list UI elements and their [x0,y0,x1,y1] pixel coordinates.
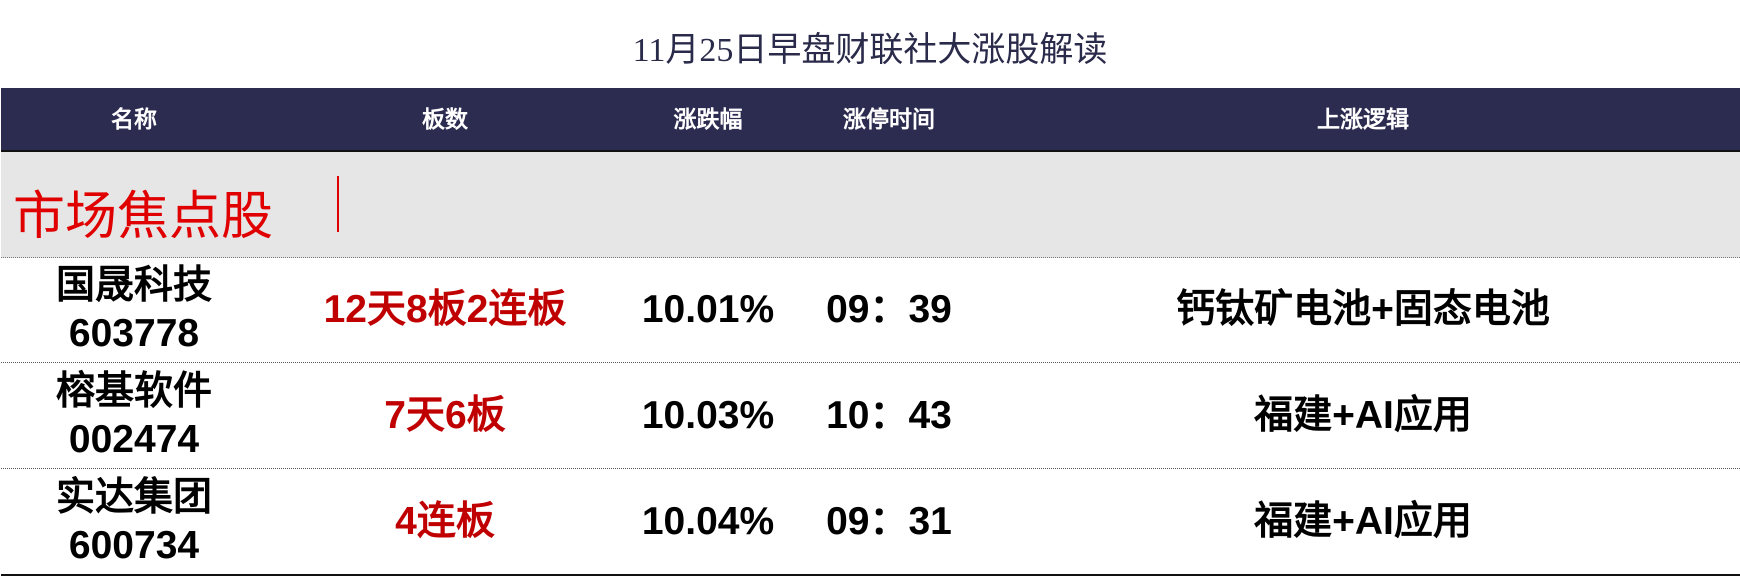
section-row: 市场焦点股 [1,152,1740,258]
column-header-limit-time: 涨停时间 [843,106,935,132]
boards-cell: 7天6板 [384,393,506,437]
column-header-logic: 上涨逻辑 [1317,106,1409,132]
change-cell: 10.04% [641,499,775,543]
change-cell: 10.03% [641,393,775,437]
section-divider [337,176,339,232]
logic-cell: 福建+AI应用 [1254,393,1472,437]
boards-cell: 12天8板2连板 [323,287,567,331]
stock-name-cell: 榕基软件 002474 [56,363,212,468]
stock-name-cell: 国晟科技 603778 [56,257,212,362]
limit-time-cell: 10：43 [826,393,952,437]
column-header-change: 涨跌幅 [673,106,743,132]
stock-name: 榕基软件 [55,369,213,413]
column-header-boards: 板数 [422,106,468,132]
column-header-name: 名称 [111,106,157,132]
table-header: 名称 板数 涨跌幅 涨停时间 上涨逻辑 [1,88,1740,152]
stock-name: 实达集团 [55,475,213,519]
stock-name: 国晟科技 [55,263,213,307]
limit-time-cell: 09：31 [826,499,952,543]
change-cell: 10.01% [641,287,775,331]
boards-cell: 4连板 [395,499,495,543]
table-row: 国晟科技 603778 12天8板2连板 10.01% 09：39 钙钛矿电池+… [1,257,1740,363]
section-title: 市场焦点股 [13,189,274,246]
stock-code: 600734 [68,523,200,567]
table-row: 榕基软件 002474 7天6板 10.03% 10：43 福建+AI应用 [1,363,1740,469]
logic-cell: 福建+AI应用 [1254,499,1472,543]
page-title: 11月25日早盘财联社大涨股解读 [632,32,1108,69]
table-row: 实达集团 600734 4连板 10.04% 09：31 福建+AI应用 [1,469,1740,576]
stock-code: 603778 [68,311,200,355]
logic-cell: 钙钛矿电池+固态电池 [1176,287,1550,331]
limit-time-cell: 09：39 [826,287,952,331]
stock-code: 002474 [68,417,200,461]
stock-name-cell: 实达集团 600734 [56,469,212,574]
